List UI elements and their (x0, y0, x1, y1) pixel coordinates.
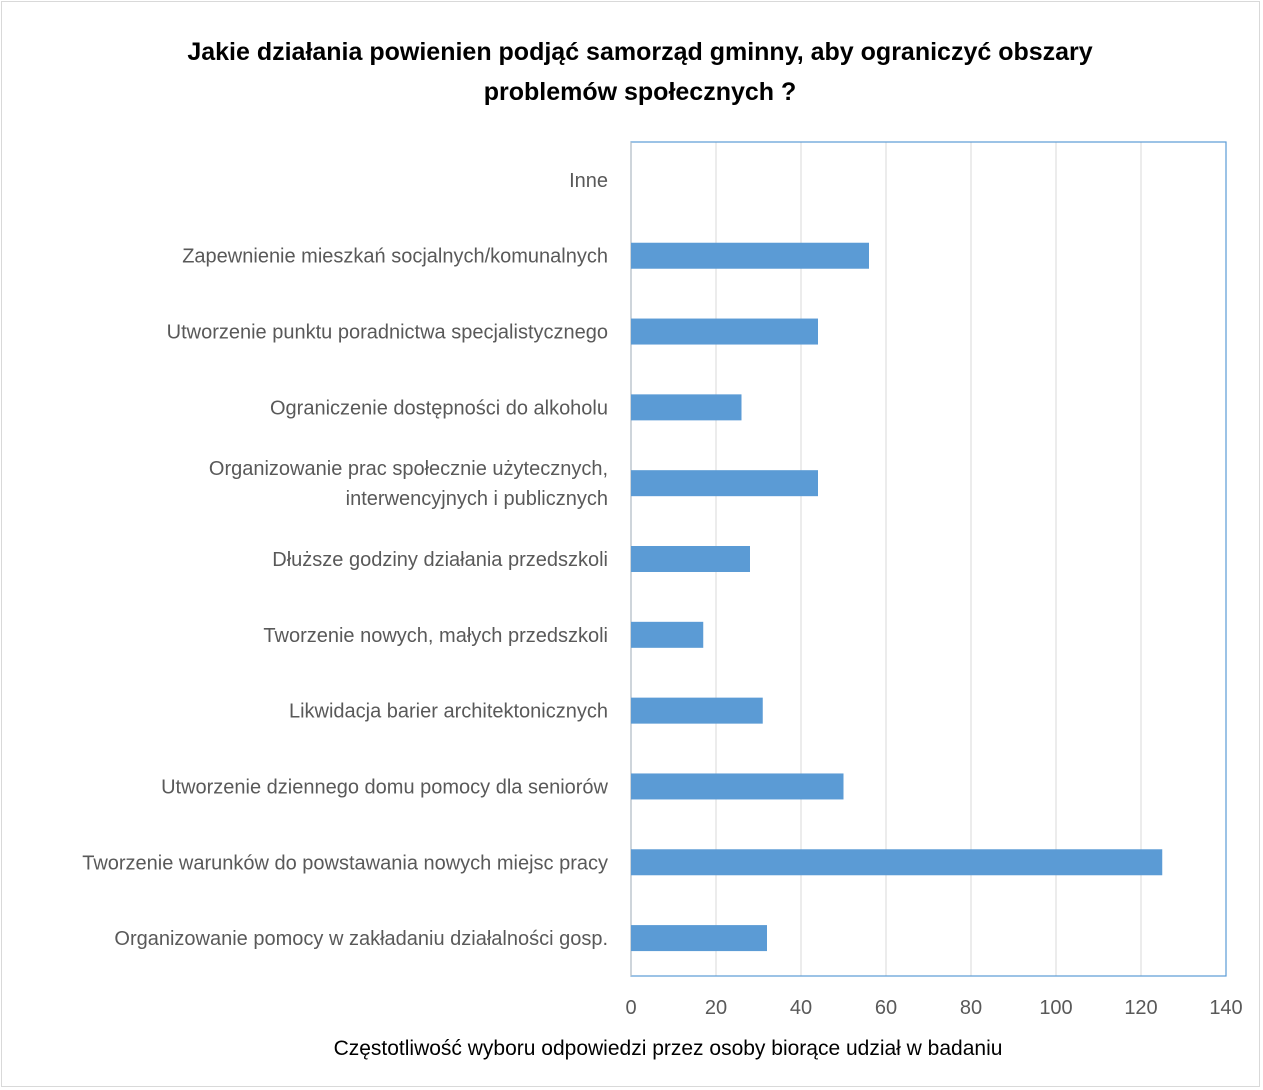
x-axis-title: Częstotliwość wyboru odpowiedzi przez os… (333, 1037, 1003, 1060)
category-label-line: Zapewnienie mieszkań socjalnych/komunaln… (182, 246, 608, 268)
category-label: Dłuższe godziny działania przedszkoli (272, 549, 608, 571)
category-label-line: Tworzenie nowych, małych przedszkoli (263, 625, 608, 647)
category-label-line: Utworzenie punktu poradnictwa specjalist… (167, 322, 608, 344)
category-label-line: Dłuższe godziny działania przedszkoli (272, 549, 608, 571)
category-label-line: Tworzenie warunków do powstawania nowych… (82, 852, 608, 874)
category-label: Organizowanie prac społecznie użytecznyc… (209, 458, 608, 510)
category-label-line: Organizowanie prac społecznie użytecznyc… (209, 458, 608, 480)
bar (631, 242, 869, 269)
chart-title: Jakie działania powienien podjąć samorzą… (0, 32, 1263, 112)
category-label-line: Organizowanie pomocy w zakładaniu działa… (114, 928, 608, 950)
x-tick-label: 40 (790, 997, 812, 1019)
x-tick-label: 140 (1209, 997, 1242, 1019)
category-label: Organizowanie pomocy w zakładaniu działa… (114, 928, 608, 950)
category-label: Tworzenie nowych, małych przedszkoli (263, 625, 608, 647)
bar (631, 849, 1163, 876)
x-tick-label: 60 (875, 997, 897, 1019)
x-tick-label: 0 (625, 997, 636, 1019)
category-label: Utworzenie punktu poradnictwa specjalist… (167, 322, 608, 344)
category-label: Utworzenie dziennego domu pomocy dla sen… (161, 776, 608, 798)
chart-title-line-1: Jakie działania powienien podjąć samorzą… (187, 38, 1093, 66)
category-label-line: Inne (569, 170, 608, 192)
bar (631, 546, 750, 572)
category-label: Inne (569, 170, 608, 192)
category-label-line: Likwidacja barier architektonicznych (289, 701, 608, 723)
category-label-line: Utworzenie dziennego domu pomocy dla sen… (161, 776, 608, 798)
bar (631, 925, 767, 952)
category-label-line: Ograniczenie dostępności do alkoholu (270, 397, 608, 419)
category-label: Likwidacja barier architektonicznych (289, 701, 608, 723)
bar (631, 470, 818, 497)
category-label: Zapewnienie mieszkań socjalnych/komunaln… (182, 246, 608, 268)
x-tick-label: 100 (1039, 997, 1072, 1019)
x-tick-label: 120 (1124, 997, 1157, 1019)
bar (631, 621, 704, 648)
bar (631, 697, 763, 724)
x-tick-label: 80 (960, 997, 982, 1019)
category-label: Ograniczenie dostępności do alkoholu (270, 397, 608, 419)
bar (631, 773, 844, 800)
category-label-line: interwencyjnych i publicznych (346, 488, 608, 510)
category-label: Tworzenie warunków do powstawania nowych… (82, 852, 608, 874)
chart-title-line-2: problemów społecznych ? (483, 78, 797, 106)
x-tick-label: 20 (705, 997, 727, 1019)
bar (631, 318, 818, 345)
bar (631, 394, 742, 421)
